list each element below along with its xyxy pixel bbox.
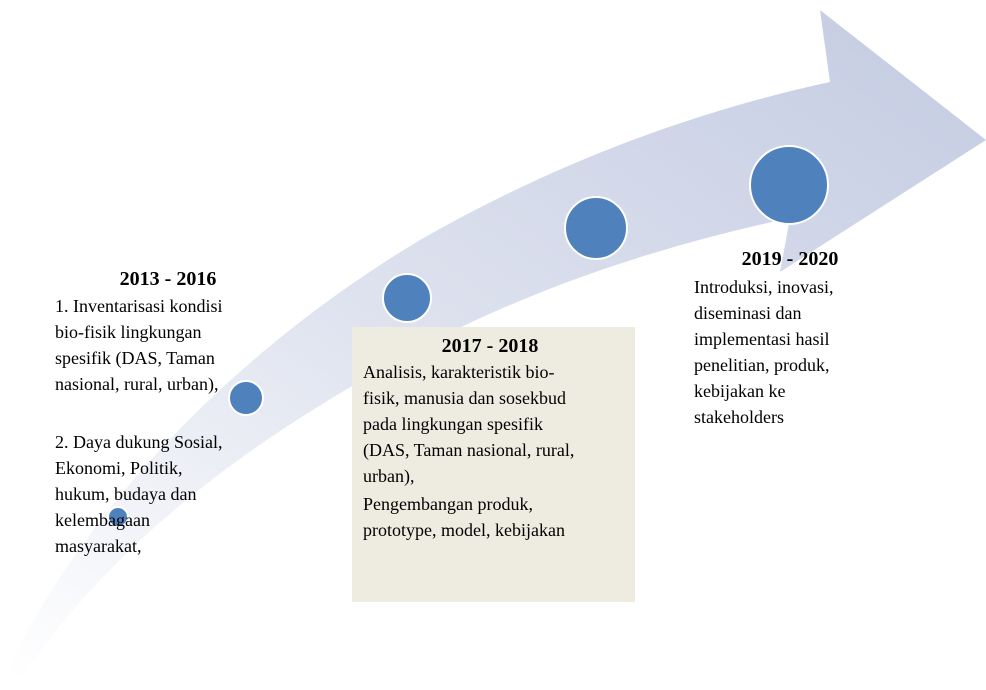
stage-text: (DAS, Taman nasional, rural, — [363, 440, 574, 461]
stage-box — [352, 327, 635, 602]
stage-text: Pengembangan produk, — [363, 494, 533, 514]
stage-text: 1. Inventarisasi kondisi — [55, 296, 222, 316]
stage-text: Analisis, karakteristik bio- — [363, 362, 554, 382]
stage-text: kelembagaan — [55, 510, 150, 530]
stage-text: bio-fisik lingkungan — [55, 322, 202, 342]
stage-text: implementasi hasil — [694, 329, 829, 349]
milestone — [749, 145, 829, 225]
stage-text: Ekonomi, Politik, — [55, 458, 183, 478]
stage-text: fisik, manusia dan sosekbud — [363, 388, 566, 408]
stage-text: urban), — [363, 466, 414, 487]
milestone — [382, 273, 432, 323]
stage-title: 2019 - 2020 — [742, 248, 839, 270]
milestone — [107, 506, 129, 528]
stage-text: kebijakan ke — [694, 381, 785, 401]
milestone — [564, 196, 628, 260]
stage-text: spesifik (DAS, Taman — [55, 348, 215, 369]
stage-text: stakeholders — [694, 407, 784, 427]
stage-text: masyarakat, — [55, 536, 141, 556]
stage-text: 2. Daya dukung Sosial, — [55, 432, 222, 452]
stage-text: diseminasi dan — [694, 303, 801, 323]
stage-text: prototype, model, kebijakan — [363, 520, 565, 540]
arrow — [8, 10, 986, 680]
stage-text: hukum, budaya dan — [55, 484, 196, 504]
stage-text: penelitian, produk, — [694, 355, 829, 375]
stage-text: Introduksi, inovasi, — [694, 277, 834, 297]
milestone — [228, 380, 264, 416]
stage-text: nasional, rural, urban), — [55, 374, 218, 395]
stage-title: 2013 - 2016 — [120, 268, 217, 290]
stage-text: pada lingkungan spesifik — [363, 414, 543, 434]
stage-title: 2017 - 2018 — [442, 335, 539, 357]
